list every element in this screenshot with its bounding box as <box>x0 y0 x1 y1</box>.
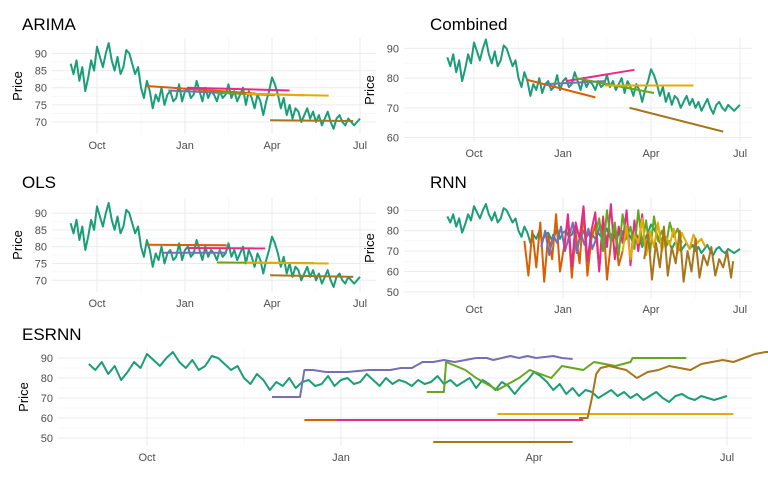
x-tick-label: Jul <box>353 140 367 152</box>
y-tick-label: 90 <box>35 48 47 60</box>
actual-price-line <box>446 38 741 115</box>
x-tick-label: Jan <box>176 298 194 310</box>
y-tick-label: 50 <box>387 287 399 299</box>
y-tick-label: 75 <box>35 100 47 112</box>
y-tick-label: 70 <box>35 275 47 287</box>
forecast-line <box>621 217 707 261</box>
forecast-line <box>146 85 256 95</box>
x-tick-label: Apr <box>263 140 280 152</box>
y-tick-label: 90 <box>387 205 399 217</box>
panel-title: Combined <box>430 15 508 34</box>
x-tick-label: Oct <box>138 452 155 464</box>
x-tick-label: Oct <box>88 298 105 310</box>
panel-title: ESRNN <box>22 325 82 344</box>
x-tick-label: Jul <box>353 298 367 310</box>
panel-combined: 60 70 80 90 Oct Jan Apr Jul Combined Price <box>362 15 752 160</box>
panel-title: RNN <box>430 173 467 192</box>
x-tick-label: Jul <box>720 452 734 464</box>
y-tick-label: 85 <box>35 66 47 78</box>
y-tick-label: 90 <box>387 43 399 55</box>
x-tick-label: Apr <box>642 304 659 316</box>
panel-arima: 70 75 80 85 90 Oct Jan Apr Jul ARIMA Price <box>10 15 376 152</box>
y-tick-label: 50 <box>41 433 53 445</box>
y-axis-label: Price <box>362 233 377 263</box>
forecast-line <box>526 78 596 99</box>
x-tick-label: Oct <box>465 148 482 160</box>
y-tick-label: 60 <box>41 413 53 425</box>
y-tick-label: 70 <box>41 393 53 405</box>
actual-price-line <box>88 351 728 403</box>
x-tick-label: Apr <box>525 452 542 464</box>
forecast-line <box>579 351 768 419</box>
actual-price-line <box>69 202 361 288</box>
x-tick-label: Apr <box>642 148 659 160</box>
x-tick-label: Apr <box>263 298 280 310</box>
forecast-line <box>629 106 724 133</box>
y-tick-label: 60 <box>387 133 399 145</box>
y-tick-label: 85 <box>35 225 47 237</box>
forecast-line <box>245 261 329 265</box>
y-tick-label: 90 <box>35 208 47 220</box>
panel-ols: 70 75 80 85 90 Oct Jan Apr Jul OLS Price <box>10 173 376 310</box>
y-axis-label: Price <box>16 382 31 412</box>
y-tick-label: 80 <box>387 226 399 238</box>
forecast-line <box>187 86 290 92</box>
y-tick-label: 80 <box>35 242 47 254</box>
panel-title: ARIMA <box>22 15 77 34</box>
x-tick-label: Oct <box>88 140 105 152</box>
y-tick-label: 75 <box>35 258 47 270</box>
panel-title: OLS <box>22 173 56 192</box>
y-tick-label: 60 <box>387 266 399 278</box>
forecast-line <box>426 357 687 393</box>
panel-esrnn: 50 60 70 80 90 Oct Jan Apr Jul ESRNN Price <box>16 325 768 464</box>
y-axis-label: Price <box>10 230 25 260</box>
y-tick-label: 80 <box>35 83 47 95</box>
y-axis-label: Price <box>10 71 25 101</box>
y-tick-label: 80 <box>387 73 399 85</box>
actual-price-line <box>69 42 361 130</box>
x-tick-label: Jan <box>176 140 194 152</box>
y-tick-label: 70 <box>35 117 47 129</box>
forecast-line <box>270 119 354 122</box>
forecast-line <box>270 274 354 278</box>
y-tick-label: 90 <box>41 353 53 365</box>
x-tick-label: Oct <box>465 304 482 316</box>
forecast-line <box>643 225 735 283</box>
forecast-line <box>272 355 573 398</box>
forecast-line <box>245 92 329 97</box>
y-tick-label: 70 <box>387 246 399 258</box>
x-tick-label: Jul <box>733 148 747 160</box>
forecast-line <box>146 243 227 247</box>
y-tick-label: 70 <box>387 103 399 115</box>
panel-rnn: 50 60 70 80 90 Oct Jan Apr Jul RNN Price <box>362 173 752 316</box>
y-axis-label: Price <box>362 75 377 105</box>
y-tick-label: 80 <box>41 373 53 385</box>
x-tick-label: Jul <box>733 304 747 316</box>
x-tick-label: Jan <box>554 304 572 316</box>
x-tick-label: Jan <box>332 452 350 464</box>
x-tick-label: Jan <box>554 148 572 160</box>
